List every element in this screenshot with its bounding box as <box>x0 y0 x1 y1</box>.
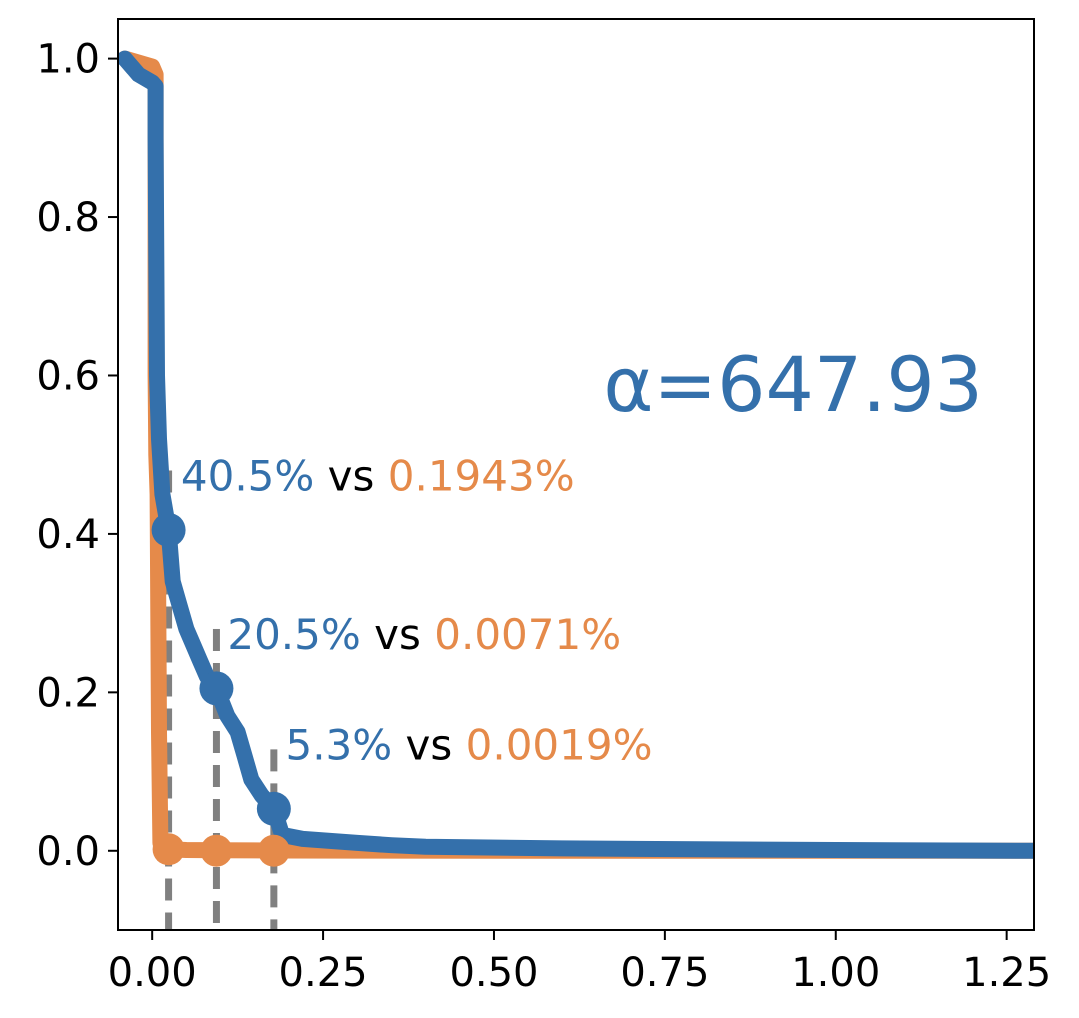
blue-marker-1 <box>151 512 186 547</box>
annotation-blue-value-2: 20.5% <box>227 610 360 659</box>
x-tick-label-3: 0.75 <box>620 950 709 996</box>
y-tick-label-5: 1.0 <box>36 37 100 83</box>
marker-annotation-1: 40.5% vs 0.1943% <box>181 451 575 500</box>
annotation-orange-value-3: 0.0019% <box>466 721 653 770</box>
x-tick-label-1: 0.25 <box>279 950 368 996</box>
annotation-orange-value-1: 0.1943% <box>388 451 575 500</box>
annotation-blue-value-3: 5.3% <box>285 721 392 770</box>
plot-layer <box>118 50 1034 930</box>
blue-marker-2 <box>199 671 234 706</box>
annotation-vs-3: vs <box>392 721 465 770</box>
y-tick-label-0: 0.0 <box>36 829 100 875</box>
label-layer: 40.5% vs 0.1943% 20.5% vs 0.0071% 5.3% vs … <box>181 340 983 770</box>
x-tick-label-0: 0.00 <box>108 950 197 996</box>
y-tick-label-3: 0.6 <box>36 353 100 399</box>
y-tick-label-2: 0.4 <box>36 512 100 558</box>
blue-marker-3 <box>256 791 291 826</box>
annotation-blue-value-1: 40.5% <box>181 451 314 500</box>
x-tick-label-4: 1.00 <box>791 950 880 996</box>
axes-frame <box>117 18 1035 931</box>
alpha-label: α=647.93 <box>603 340 983 429</box>
marker-annotation-2: 20.5% vs 0.0071% <box>227 610 621 659</box>
plot-body <box>118 50 1034 930</box>
marker-annotation-3: 5.3% vs 0.0019% <box>285 721 652 770</box>
x-tick-label-2: 0.50 <box>449 950 538 996</box>
annotation-vs-1: vs <box>314 451 387 500</box>
y-tick-label-1: 0.2 <box>36 670 100 716</box>
orange-marker-1 <box>152 833 185 866</box>
orange-marker-2 <box>200 834 233 867</box>
orange-marker-3 <box>257 834 290 867</box>
tick-layer: 0.00 0.25 0.50 0.75 1.00 1.25 0.0 0.2 0.4 0.6 0.8 1… <box>36 37 1051 996</box>
annotation-orange-value-2: 0.0071% <box>434 610 621 659</box>
x-tick-label-5: 1.25 <box>962 950 1051 996</box>
annotation-vs-2: vs <box>361 610 434 659</box>
y-tick-label-4: 0.8 <box>36 195 100 241</box>
